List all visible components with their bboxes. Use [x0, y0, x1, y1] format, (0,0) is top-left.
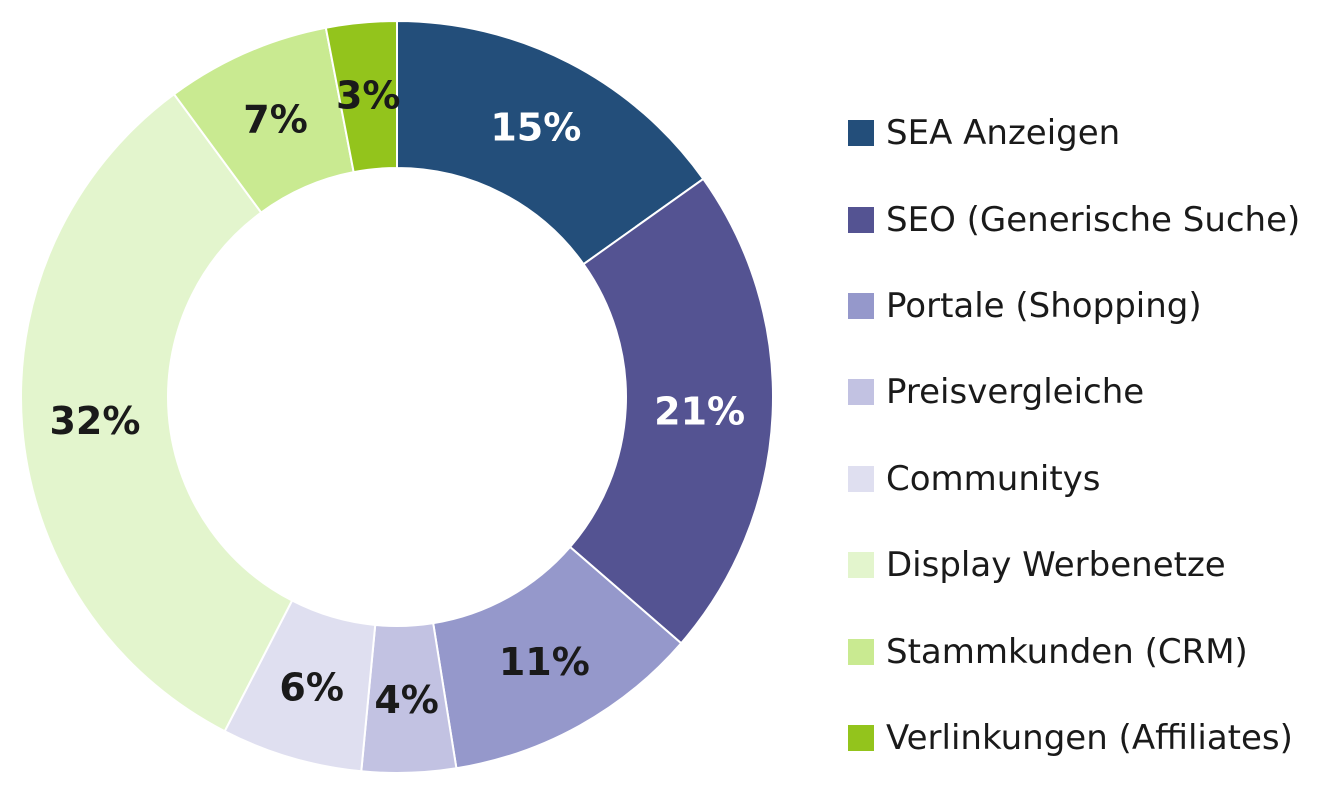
- legend-label: Communitys: [886, 458, 1101, 499]
- legend-swatch: [848, 292, 874, 319]
- legend-swatch: [848, 638, 874, 665]
- slice-value-label-seo-generische-suche: 21%: [654, 389, 745, 433]
- slice-value-label-portale-shopping: 11%: [499, 640, 590, 684]
- legend-item-preisvergleiche: Preisvergleiche: [848, 349, 1300, 435]
- legend-label: Portale (Shopping): [886, 285, 1202, 326]
- slice-value-label-preisvergleiche: 4%: [374, 678, 439, 722]
- legend-item-stammkunden: Stammkunden (CRM): [848, 608, 1300, 694]
- legend-label: SEA Anzeigen: [886, 113, 1121, 154]
- slice-value-label-display-werbenetze: 32%: [49, 399, 140, 443]
- slice-value-label-sea-anzeigen: 15%: [490, 106, 581, 150]
- legend-swatch: [848, 465, 874, 492]
- legend-swatch: [848, 379, 874, 406]
- donut-chart: 15% 21% 11% 4% 6% 32% 7% 3%: [20, 19, 774, 774]
- legend-item-portale: Portale (Shopping): [848, 263, 1300, 349]
- legend-item-seo: SEO (Generische Suche): [848, 176, 1300, 262]
- legend-item-verlinkungen: Verlinkungen (Affiliates): [848, 695, 1300, 781]
- legend-item-sea-anzeigen: SEA Anzeigen: [848, 90, 1300, 176]
- legend-label: Preisvergleiche: [886, 372, 1145, 413]
- legend-swatch: [848, 552, 874, 579]
- legend-label: Display Werbenetze: [886, 545, 1226, 586]
- slice-value-label-communitys: 6%: [279, 666, 344, 710]
- chart-legend: SEA Anzeigen SEO (Generische Suche) Port…: [848, 90, 1300, 781]
- legend-label: SEO (Generische Suche): [886, 199, 1301, 240]
- slice-verlinkungen-affiliates: [324, 19, 398, 174]
- legend-swatch: [848, 724, 874, 751]
- legend-label: Verlinkungen (Affiliates): [886, 717, 1293, 758]
- slice-value-label-verlinkungen-affiliates: 3%: [336, 73, 401, 117]
- legend-swatch: [848, 120, 874, 147]
- legend-item-communitys: Communitys: [848, 436, 1300, 522]
- legend-item-display-werbenetze: Display Werbenetze: [848, 522, 1300, 608]
- slice-display-werbenetze: [20, 92, 294, 733]
- legend-label: Stammkunden (CRM): [886, 631, 1248, 672]
- slice-value-label-stammkunden-crm: 7%: [243, 97, 308, 141]
- legend-swatch: [848, 206, 874, 233]
- slice-sea-anzeigen: [396, 19, 705, 266]
- slice-seo-generische-suche: [568, 177, 774, 645]
